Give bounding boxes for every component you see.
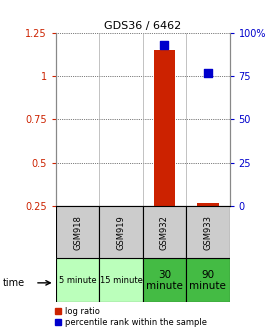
Text: time: time (3, 278, 25, 288)
Text: GSM932: GSM932 (160, 215, 169, 250)
Bar (197, 203, 219, 206)
Bar (143, 206, 186, 258)
Bar (154, 50, 175, 206)
Text: GSM919: GSM919 (116, 215, 126, 250)
Text: 5 minute: 5 minute (59, 276, 97, 285)
Text: 90
minute: 90 minute (190, 269, 226, 291)
Text: GSM933: GSM933 (203, 215, 213, 250)
Text: 15 minute: 15 minute (100, 276, 143, 285)
Text: GSM918: GSM918 (73, 215, 82, 250)
Bar (56, 258, 99, 302)
Bar (56, 206, 99, 258)
Title: GDS36 / 6462: GDS36 / 6462 (104, 21, 181, 30)
Legend: log ratio, percentile rank within the sample: log ratio, percentile rank within the sa… (55, 307, 207, 327)
Point (162, 42, 167, 47)
Bar (186, 206, 230, 258)
Point (206, 70, 210, 75)
Bar (99, 258, 143, 302)
Text: 30
minute: 30 minute (146, 269, 183, 291)
Bar (99, 206, 143, 258)
Bar (143, 258, 186, 302)
Bar (186, 258, 230, 302)
